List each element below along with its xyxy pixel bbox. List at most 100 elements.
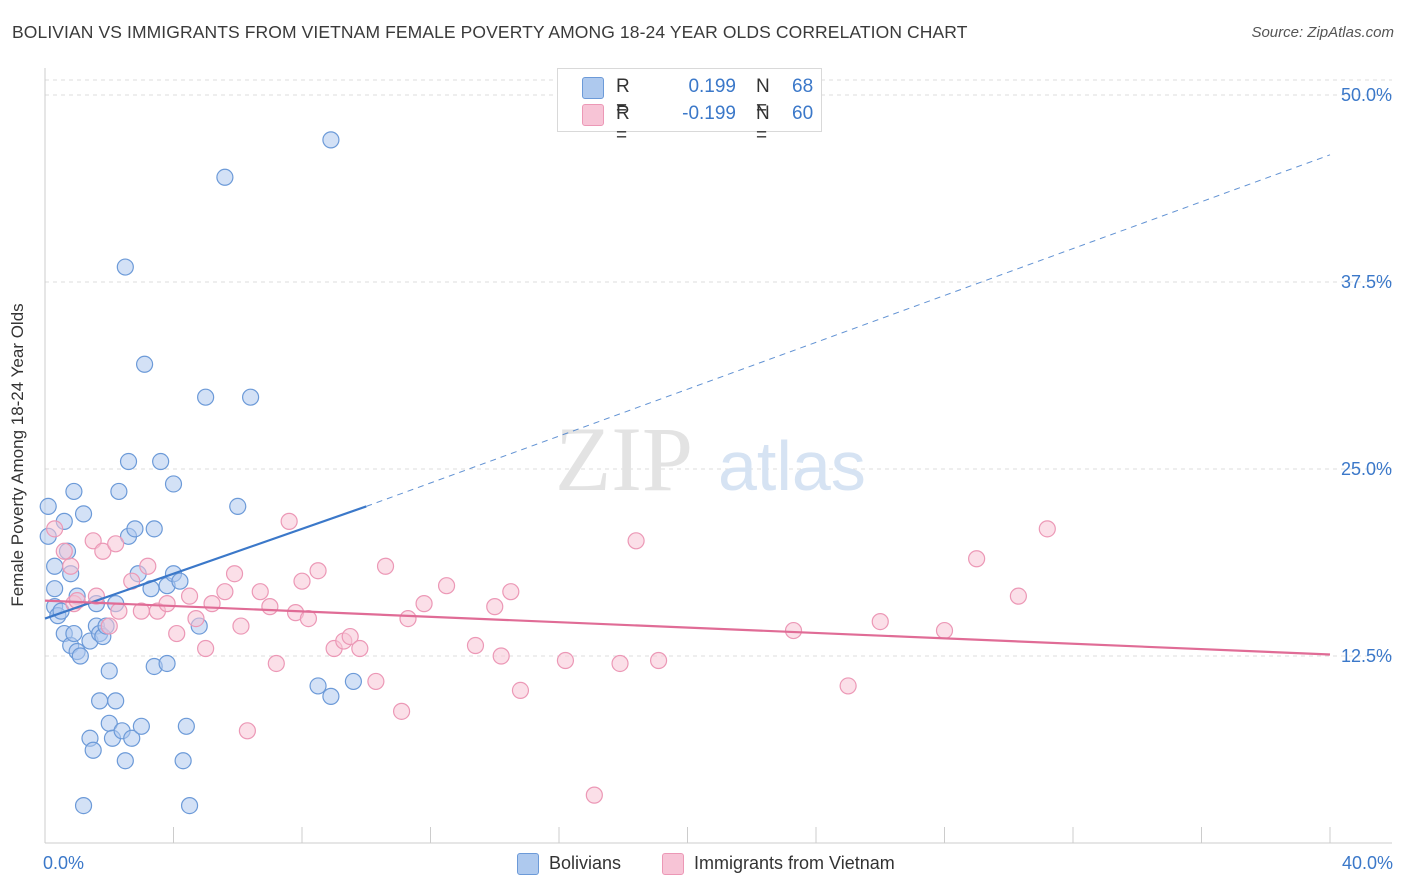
vietnam-point <box>225 565 244 583</box>
y-axis-label: Female Poverty Among 18-24 Year Olds <box>8 303 27 607</box>
vietnam-point <box>216 583 234 601</box>
vietnam-point <box>492 647 510 665</box>
vietnam-point <box>466 636 485 655</box>
bolivians-point <box>242 388 260 406</box>
bolivians-point <box>110 482 128 501</box>
bolivians-trend-extension <box>366 154 1331 507</box>
bolivians-point <box>216 168 234 186</box>
bolivians-point <box>344 672 362 691</box>
bolivians-point <box>126 520 144 538</box>
vietnam-point <box>251 583 269 601</box>
vietnam-point <box>309 562 327 580</box>
vietnam-point <box>100 617 118 635</box>
vietnam-point <box>139 557 157 575</box>
vietnam-point <box>232 617 250 635</box>
watermark-zip: ZIP <box>555 408 693 510</box>
vietnam-point <box>935 621 954 640</box>
bolivians-point <box>171 572 189 590</box>
axes <box>44 68 1392 844</box>
vietnam-trend-line <box>44 599 1331 656</box>
bolivians-point <box>152 452 170 471</box>
vietnam-point <box>1009 587 1027 605</box>
bolivians-point <box>309 677 327 695</box>
vietnam-point <box>649 651 668 670</box>
bolivians-point <box>229 497 247 515</box>
vietnam-point <box>341 627 359 646</box>
vietnam-point <box>839 677 857 695</box>
y-tick-label: 37.5% <box>1341 272 1392 292</box>
vietnam-point <box>203 595 221 613</box>
bolivians-point <box>177 717 195 735</box>
vietnam-point <box>511 681 530 700</box>
vietnam-point <box>261 598 279 616</box>
bolivians-point <box>132 717 150 735</box>
vietnam-point <box>376 557 395 575</box>
bolivians-point <box>180 796 199 815</box>
bolivians-point <box>135 355 154 373</box>
bolivians-trend-line <box>44 505 367 620</box>
vietnam-point <box>238 722 256 740</box>
legend-r-value: 0.199 <box>688 76 736 97</box>
vietnam-point <box>367 672 385 691</box>
correlation-legend: R = 0.199 N = 68 R = -0.199 N = 60 <box>557 68 822 146</box>
bolivians-point <box>322 131 340 149</box>
chart-title: BOLIVIAN VS IMMIGRANTS FROM VIETNAM FEMA… <box>12 22 968 42</box>
vietnam-point <box>351 639 369 658</box>
watermark: ZIP atlas <box>555 408 866 510</box>
bolivians-point <box>116 752 134 770</box>
y-tick-label: 12.5% <box>1341 646 1392 666</box>
bolivians-point <box>164 475 183 493</box>
x-tick-label-max: 40.0% <box>1342 853 1393 873</box>
watermark-atlas: atlas <box>718 427 866 505</box>
vietnam-point <box>197 639 215 658</box>
bolivians-point <box>158 654 176 673</box>
vietnam-point <box>1038 520 1056 538</box>
y-tick-label: 25.0% <box>1341 459 1392 479</box>
legend-n-label: N = <box>756 76 770 119</box>
bolivians-point <box>39 497 57 515</box>
data-points <box>39 131 1056 815</box>
bolivians-point <box>116 258 134 276</box>
bolivians-point <box>65 482 83 501</box>
vietnam-point <box>280 512 298 530</box>
series-name: Bolivians <box>549 853 622 873</box>
bolivians-point <box>145 520 163 538</box>
vietnam-point <box>158 595 176 613</box>
legend-swatch-pink <box>582 104 604 126</box>
vietnam-point <box>392 702 411 720</box>
vietnam-point <box>585 786 603 804</box>
vietnam-point <box>267 654 285 673</box>
grid-lines <box>45 79 1392 657</box>
vietnam-point <box>399 609 417 628</box>
vietnam-point <box>968 550 986 568</box>
bolivians-point <box>322 687 340 705</box>
legend-r-value: -0.199 <box>682 103 736 124</box>
vietnam-point <box>46 520 64 538</box>
legend-r-label: R = <box>616 76 630 119</box>
vietnam-point <box>627 532 645 550</box>
vietnam-point <box>502 583 520 601</box>
bolivians-point <box>46 557 64 575</box>
bolivians-point <box>197 388 215 406</box>
vietnam-point <box>168 624 186 643</box>
bolivians-point <box>71 647 89 665</box>
vietnam-point <box>187 609 205 628</box>
bolivians-point <box>74 796 93 815</box>
vietnam-point <box>784 621 803 640</box>
vietnam-point <box>556 651 575 670</box>
series-swatch-pink <box>662 853 684 875</box>
bolivians-point <box>46 580 64 598</box>
vietnam-point <box>293 572 311 590</box>
vietnam-point <box>871 612 889 631</box>
trend-lines <box>44 154 1331 656</box>
bolivians-point <box>74 505 93 523</box>
vietnam-point <box>55 542 73 560</box>
vietnam-point <box>611 654 629 673</box>
series-name: Immigrants from Vietnam <box>694 853 895 873</box>
vietnam-point <box>180 587 199 605</box>
bolivians-point <box>119 452 138 471</box>
bolivians-point <box>107 692 125 710</box>
vietnam-point <box>486 598 504 616</box>
vietnam-point <box>110 602 128 620</box>
